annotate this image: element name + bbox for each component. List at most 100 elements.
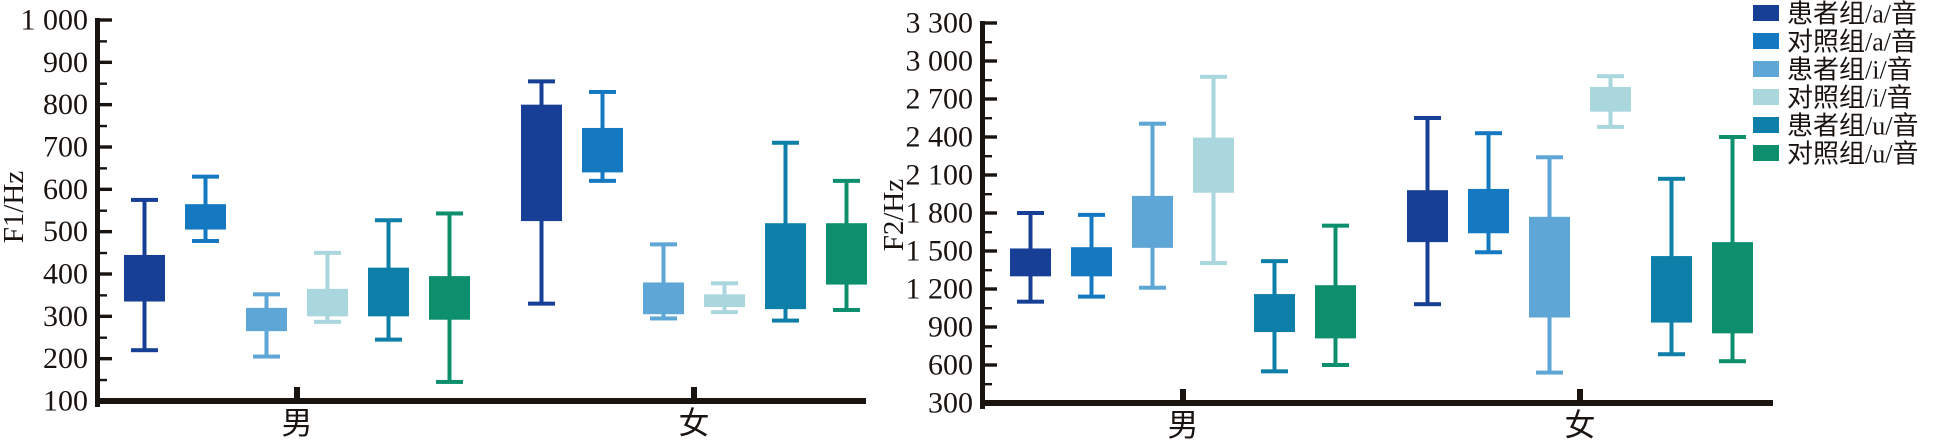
- y-major-tick: [985, 363, 997, 367]
- y-tick-label: 1 000: [21, 4, 89, 37]
- y-major-tick: [985, 173, 997, 177]
- legend-swatch: [1753, 33, 1779, 49]
- y-major-tick: [985, 211, 997, 215]
- box: [765, 223, 806, 310]
- whisker-cap-top: [1719, 135, 1746, 139]
- legend-label: 患者组/i/音: [1787, 56, 1913, 85]
- y-tick-label: 3 300: [906, 7, 974, 40]
- x-category-label: 女: [679, 406, 710, 441]
- legend-label: 患者组/u/音: [1787, 112, 1918, 141]
- y-minor-tick: [985, 345, 992, 348]
- y-major-tick: [100, 18, 112, 22]
- y-major-tick: [100, 356, 112, 361]
- whisker-cap-top: [833, 178, 860, 183]
- box: [826, 223, 867, 285]
- whisker-cap-bottom: [253, 354, 280, 359]
- whisker-cap-bottom: [1475, 250, 1502, 255]
- box: [185, 204, 226, 230]
- whisker-cap-bottom: [436, 379, 463, 384]
- y-minor-tick: [985, 307, 992, 310]
- whisker-cap-bottom: [1719, 359, 1746, 364]
- y-minor-tick: [100, 378, 107, 382]
- box: [1590, 86, 1631, 112]
- y-major-tick: [100, 229, 112, 234]
- whisker-cap-bottom: [131, 348, 158, 353]
- whisker-line: [661, 244, 666, 319]
- y-minor-tick: [985, 41, 992, 44]
- y-minor-tick: [985, 117, 992, 120]
- y-axis-line: [95, 18, 100, 407]
- y-tick-label: 3 000: [906, 45, 974, 78]
- box: [1315, 285, 1356, 339]
- legend-swatch: [1753, 145, 1779, 161]
- whisker-cap-bottom: [1078, 294, 1105, 299]
- whisker-cap-top: [711, 281, 738, 286]
- whisker-cap-top: [1261, 259, 1288, 264]
- y-tick-label: 2 700: [906, 83, 974, 116]
- box: [1010, 248, 1051, 277]
- y-tick-label: 1 200: [906, 273, 974, 306]
- y-minor-tick: [985, 155, 992, 158]
- y-minor-tick: [100, 294, 107, 297]
- whisker-cap-bottom: [833, 307, 860, 312]
- x-category-label: 男: [1168, 408, 1199, 443]
- y-major-tick: [985, 287, 997, 291]
- whisker-cap-top: [1658, 176, 1685, 181]
- f2-axis-title: F2/Hz: [878, 179, 910, 252]
- whisker-cap-bottom: [314, 319, 341, 324]
- whisker-cap-top: [1536, 155, 1563, 160]
- box: [429, 276, 470, 320]
- whisker-cap-bottom: [1597, 124, 1624, 129]
- f1-panel: 1 000 900 800 700 600 500 400 300 200 100 男 女: [21, 4, 867, 441]
- y-minor-tick: [100, 124, 107, 128]
- y-tick-label: 600: [43, 173, 88, 206]
- whisker-cap-top: [589, 89, 616, 94]
- legend-item: 患者组/u/音: [1753, 112, 1918, 141]
- y-major-tick: [100, 187, 112, 192]
- whisker-cap-top: [1322, 223, 1349, 228]
- box: [521, 104, 562, 222]
- whisker-cap-bottom: [772, 318, 799, 323]
- y-minor-tick: [100, 251, 107, 255]
- box: [307, 288, 348, 317]
- whisker-cap-bottom: [1536, 370, 1563, 375]
- whisker-cap-top: [1200, 74, 1227, 79]
- x-axis-line: [980, 400, 1773, 406]
- legend-item: 对照组/i/音: [1753, 84, 1913, 113]
- box: [1132, 195, 1173, 248]
- box: [368, 267, 409, 317]
- legend-swatch: [1753, 61, 1779, 77]
- y-tick-label: 700: [43, 131, 88, 164]
- whisker-cap-bottom: [192, 238, 219, 243]
- box: [1254, 294, 1295, 333]
- legend-item: 患者组/i/音: [1753, 56, 1913, 85]
- x-category-label: 男: [282, 406, 313, 441]
- y-major-tick: [100, 102, 112, 107]
- box: [582, 127, 623, 173]
- legend-item: 对照组/u/音: [1753, 140, 1918, 169]
- legend-item: 对照组/a/音: [1753, 28, 1917, 57]
- y-tick-label: 900: [43, 46, 88, 79]
- y-minor-tick: [985, 231, 992, 234]
- whisker-cap-bottom: [1139, 285, 1166, 290]
- y-tick-label: 2 400: [906, 121, 974, 154]
- whisker-line: [325, 252, 330, 322]
- y-tick-label: 300: [928, 387, 973, 420]
- legend-label: 患者组/a/音: [1787, 0, 1917, 29]
- whisker-cap-top: [1078, 212, 1105, 217]
- whisker-cap-top: [253, 292, 280, 297]
- whisker-cap-bottom: [589, 178, 616, 183]
- y-tick-label: 800: [43, 88, 88, 121]
- y-minor-tick: [100, 336, 107, 339]
- x-category-tick: [1180, 389, 1186, 400]
- whisker-cap-top: [772, 140, 799, 145]
- legend-label: 对照组/u/音: [1787, 140, 1918, 169]
- y-tick-label: 500: [43, 215, 88, 248]
- box: [1651, 256, 1692, 323]
- whisker-cap-top: [528, 79, 555, 84]
- whisker-cap-top: [1597, 74, 1624, 79]
- y-tick-label: 200: [43, 342, 88, 375]
- whisker-cap-bottom: [650, 316, 677, 321]
- x-category-label: 女: [1565, 408, 1596, 443]
